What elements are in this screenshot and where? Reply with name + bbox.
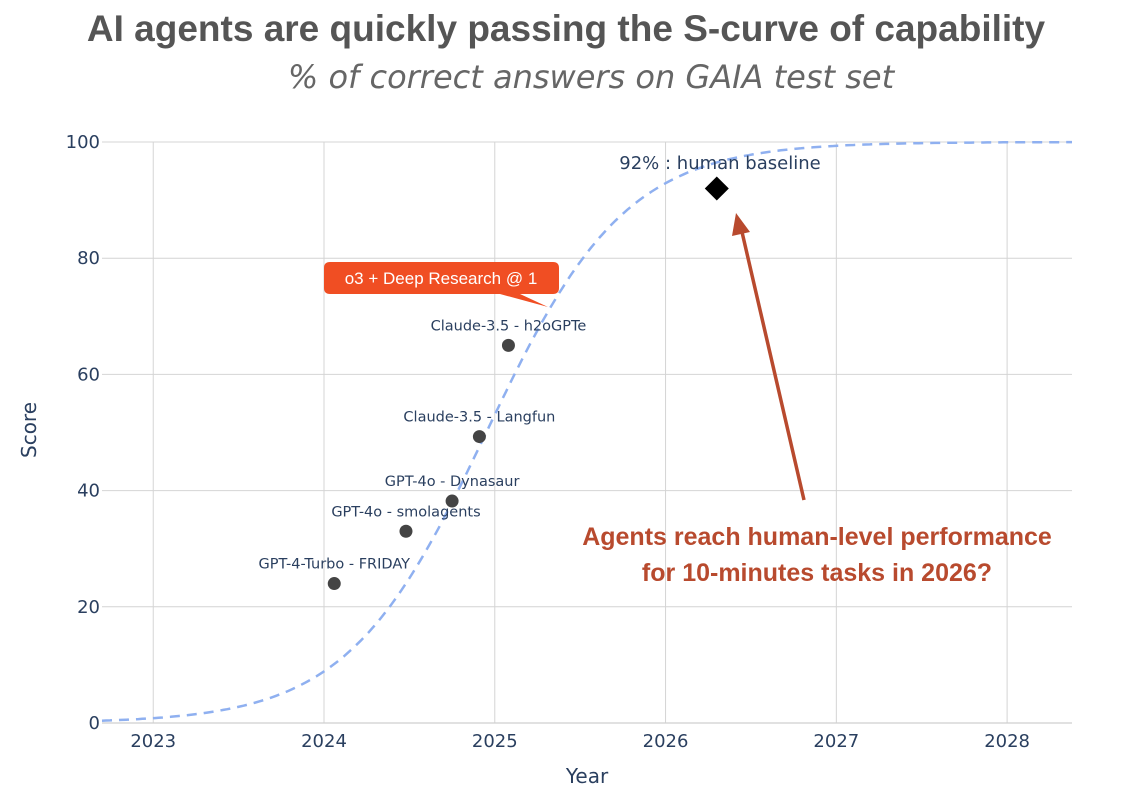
y-tick-label: 80 [77, 248, 100, 269]
data-point [501, 338, 515, 352]
y-tick-label: 60 [77, 364, 100, 385]
human-baseline-marker [704, 176, 729, 201]
arrow-head [732, 213, 750, 236]
callout-line-2: for 10-minutes tasks in 2026? [642, 559, 992, 587]
trend-curve [101, 140, 1072, 722]
y-tick-label: 40 [77, 481, 100, 502]
data-point [445, 494, 459, 508]
human-baseline-label: 92% : human baseline [619, 153, 820, 174]
data-point-label: Claude-3.5 - h2oGPTe [431, 318, 587, 334]
y-tick-label: 0 [89, 713, 100, 734]
y-axis-label: Score [17, 402, 41, 458]
x-tick-label: 2025 [472, 731, 518, 752]
deep-research-badge: o3 + Deep Research @ 1 [324, 262, 559, 307]
y-tick-label: 20 [77, 597, 100, 618]
x-tick-label: 2024 [301, 731, 347, 752]
x-axis-ticks: 2023 2024 2025 2026 2027 2028 [130, 731, 1030, 752]
data-point-label: GPT-4o - Dynasaur [385, 474, 520, 490]
data-point [399, 524, 413, 538]
chart-title: AI agents are quickly passing the S-curv… [86, 8, 1046, 49]
data-point-label: GPT-4o - smolagents [331, 504, 480, 520]
arrow-line [740, 231, 806, 501]
x-tick-label: 2028 [984, 731, 1030, 752]
badge-text: o3 + Deep Research @ 1 [345, 269, 538, 288]
y-tick-label: 100 [66, 132, 100, 153]
data-point [327, 577, 341, 591]
y-axis-ticks: 0 20 40 60 80 100 [66, 132, 100, 734]
data-points: GPT-4-Turbo - FRIDAY GPT-4o - smolagents G… [259, 318, 587, 591]
x-axis-label: Year [565, 764, 609, 788]
data-point [472, 430, 486, 444]
x-tick-label: 2023 [130, 731, 176, 752]
x-tick-label: 2026 [643, 731, 689, 752]
data-point-label: Claude-3.5 - Langfun [403, 410, 555, 426]
badge-shape [324, 262, 559, 307]
x-tick-label: 2027 [813, 731, 859, 752]
callout-arrow [732, 213, 806, 501]
grid-lines [102, 141, 1072, 724]
callout-line-1: Agents reach human-level performance [582, 523, 1052, 551]
data-point-label: GPT-4-Turbo - FRIDAY [259, 557, 411, 573]
chart-subtitle: % of correct answers on GAIA test set [287, 58, 895, 96]
